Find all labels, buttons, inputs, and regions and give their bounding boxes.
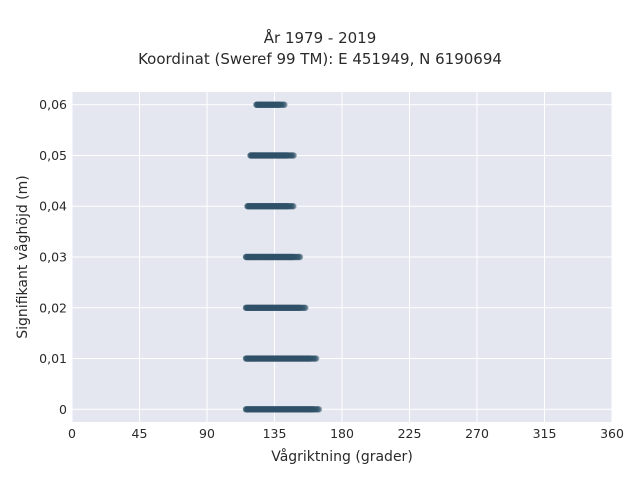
data-point: [310, 355, 317, 362]
data-point: [306, 355, 314, 362]
x-tick-label: 180: [330, 426, 354, 441]
data-point: [300, 304, 307, 311]
data-point: [277, 101, 284, 108]
data-point: [278, 101, 285, 108]
data-point: [293, 253, 300, 261]
data-point: [307, 355, 314, 362]
grid-lines: [71, 92, 613, 422]
x-tick-label: 135: [263, 426, 287, 441]
data-point: [309, 355, 316, 362]
data-point: [290, 253, 297, 261]
data-point: [280, 101, 287, 108]
x-tick-label: 360: [600, 426, 624, 441]
data-point: [285, 203, 293, 210]
data-point: [290, 152, 297, 159]
data-point: [287, 152, 295, 159]
data-point: [295, 253, 303, 261]
y-tick-label: 0,03: [39, 250, 67, 265]
data-point: [286, 152, 293, 159]
data-point: [308, 355, 315, 362]
x-axis-label: Vågriktning (grader): [271, 448, 413, 465]
data-point: [288, 152, 296, 159]
data-points: [242, 101, 323, 413]
y-axis-label: Signifikant våghöjd (m): [14, 175, 31, 338]
data-point: [310, 406, 317, 413]
data-point: [287, 203, 294, 210]
data-point: [296, 304, 304, 311]
x-tick-label: 90: [199, 426, 215, 441]
data-point: [296, 253, 304, 261]
data-point: [313, 355, 320, 362]
data-point: [313, 406, 321, 413]
data-point: [290, 203, 297, 210]
data-point: [311, 355, 318, 362]
data-point: [279, 101, 286, 108]
data-point: [291, 253, 298, 261]
y-tick-label: 0: [59, 402, 67, 417]
x-tick-label: 315: [533, 426, 557, 441]
x-tick-label: 0: [68, 426, 76, 441]
data-point: [299, 304, 306, 311]
data-point: [284, 203, 292, 210]
data-point: [289, 203, 296, 210]
data-point: [313, 406, 320, 413]
data-point: [276, 101, 284, 108]
y-tick-label: 0,02: [39, 300, 67, 315]
x-tick-label: 45: [132, 426, 148, 441]
x-axis-ticks: 0 45 90 135 180 225 270 315 360: [68, 426, 624, 441]
x-tick-label: 225: [398, 426, 422, 441]
data-point: [275, 101, 283, 108]
data-point: [298, 304, 305, 311]
data-point: [311, 406, 318, 413]
y-axis-ticks: 0 0,01 0,02 0,03 0,04 0,05 0,06: [39, 97, 67, 417]
data-point: [292, 253, 299, 261]
data-point: [312, 406, 319, 413]
data-point: [286, 203, 293, 210]
y-tick-label: 0,05: [39, 148, 67, 163]
data-point: [285, 152, 292, 159]
data-point: [314, 406, 322, 413]
data-point: [295, 253, 302, 261]
chart-subtitle: Koordinat (Sweref 99 TM): E 451949, N 61…: [138, 50, 502, 68]
y-tick-label: 0,06: [39, 97, 67, 112]
chart-title-block: År 1979 - 2019 Koordinat (Sweref 99 TM):…: [0, 28, 640, 70]
data-point: [315, 406, 323, 413]
data-point: [281, 101, 288, 108]
y-tick-label: 0,04: [39, 199, 67, 214]
data-point: [301, 304, 308, 311]
data-point: [284, 152, 291, 159]
y-tick-label: 0,01: [39, 351, 67, 366]
data-point: [289, 152, 296, 159]
data-point: [302, 304, 309, 311]
data-point: [286, 152, 294, 159]
data-point: [312, 355, 319, 362]
x-tick-label: 270: [465, 426, 489, 441]
data-point: [297, 304, 305, 311]
data-point: [294, 253, 301, 261]
data-point: [288, 203, 295, 210]
chart-title: År 1979 - 2019: [263, 29, 377, 47]
